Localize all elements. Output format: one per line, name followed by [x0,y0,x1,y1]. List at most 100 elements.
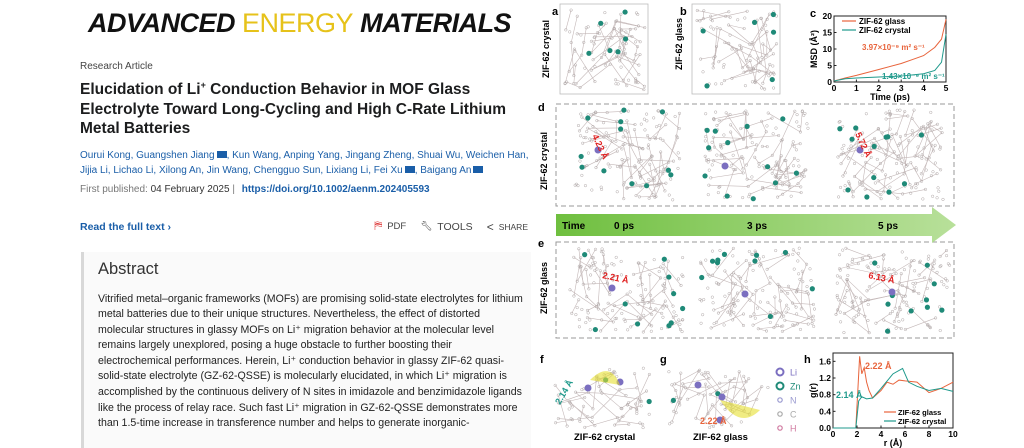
y-axis-label: g(r) [808,383,818,398]
author-link[interactable]: Kun Wang [232,149,279,161]
panel-label-g: g [660,354,667,366]
x-axis-label: r (Å) [884,438,903,448]
rdf-chart: 0 2 4 6 8 10 0.0 0.4 0.8 1.2 1.6 r (Å) g(r) ZIF-62 gl… [808,352,958,448]
molecular-structure [698,246,817,333]
li-atom [608,284,616,292]
annotation: 1.43×10⁻⁹ m² s⁻¹ [882,72,945,81]
x-tick-label: 0 [831,429,836,439]
author-link[interactable]: Jijia Li [80,164,108,176]
author-link[interactable]: Xilong An [158,164,202,176]
author-link[interactable]: Anping Yang [283,149,340,161]
atom-legend-label: C [790,410,797,420]
panel-b-cell [691,3,781,95]
molecular-structure [553,366,652,430]
panel-label-h: h [804,354,811,366]
abstract-heading: Abstract [98,259,159,278]
y-axis-label: MSD (Å²) [809,30,819,68]
atom-legend-marker [777,397,783,403]
action-row: Read the full text › ⛿ PDF 🔧︎ TOOLS < SHARE [80,219,532,235]
time-5ps: 5 ps [878,221,898,232]
y-tick-label: 0.4 [819,406,831,416]
x-tick-label: 6 [903,429,908,439]
author-link[interactable]: Shuai Wu [417,149,461,161]
author-link[interactable]: Fei Xu [373,164,403,176]
pdf-button[interactable]: ⛿ PDF [374,220,407,232]
article-tools: ⛿ PDF 🔧︎ TOOLS < SHARE [374,220,528,234]
molecular-structure [702,109,810,202]
f-distance: 2.14 Å [553,378,575,406]
email-icon[interactable] [404,165,415,173]
email-icon[interactable] [216,150,227,158]
charge-density [590,371,620,385]
time-label: Time [562,221,586,232]
journal-logo[interactable]: ADVANCED ENERGY MATERIALS [88,8,512,38]
x-tick-label: 8 [927,429,932,439]
atom-legend-marker [777,425,783,431]
y-tick-label: 0.0 [819,423,831,433]
share-button[interactable]: < SHARE [486,219,528,234]
doi-link[interactable]: https://doi.org/10.1002/aenm.202405593 [241,183,430,195]
author-link[interactable]: Lichao Li [113,164,154,176]
series-line-glass [833,356,954,429]
molecular-structure [834,246,952,335]
published-date: 04 February 2025 [150,183,230,195]
x-tick-label: 4 [879,429,884,439]
li-atom [694,381,702,389]
li-atom [584,384,592,392]
share-icon: < [486,219,494,234]
tools-button[interactable]: 🔧︎ TOOLS [420,220,473,233]
annotation: 2.22 Å [865,361,892,371]
a-crystal-label: ZIF-62 crystal [541,20,551,78]
email-icon[interactable] [473,165,484,173]
author-link[interactable]: Weichen Han [465,149,526,161]
y-tick-label: 1.2 [819,373,831,383]
e-glass-label: ZIF-62 glass [539,262,549,314]
author-link[interactable]: Lixiang Li [325,164,369,176]
panel-e-box [555,241,955,339]
li-atom [721,162,729,170]
read-full-text-link[interactable]: Read the full text › [80,220,172,233]
li-atom [741,290,749,298]
panel-label-d: d [538,102,545,114]
author-link[interactable]: Guangshen Jiang [136,149,215,161]
x-tick-label: 10 [948,429,958,439]
x-tick-label: 0 [832,83,837,93]
atom-legend-marker [777,411,783,417]
annotation: 3.97×10⁻⁹ m² s⁻¹ [862,43,925,52]
time-arrow [556,207,956,243]
panel-d-box [555,103,955,207]
author-link[interactable]: Chengguo Sun [253,164,321,176]
author-link[interactable]: Jingang Zheng [345,149,412,161]
li-atom [856,146,864,154]
author-link[interactable]: Ourui Kong [80,149,131,161]
f-caption: ZIF-62 crystal [574,432,635,443]
series-line-crystal [833,367,954,429]
author-link[interactable]: Jin Wang [206,164,249,176]
article-type: Research Article [80,61,153,72]
atom-legend-label: Zn [790,382,801,392]
abstract-section: Abstract Vitrified metal–organic framewo… [81,251,531,448]
atom-legend-marker [775,367,785,377]
li-atom [718,393,726,401]
article-title: Elucidation of Li+ Conduction Behavior i… [80,79,506,137]
series-line-crystal [833,34,947,82]
separator: | [232,183,238,195]
chevron-right-icon: › [167,220,172,233]
article-header: Research Article Elucidation of Li+ Cond… [80,60,532,448]
molecular-structure [695,8,779,91]
atom-legend-marker [775,381,785,391]
panel-a-cell [559,3,649,95]
author-link[interactable]: Baigang An [420,164,472,176]
publication-info: First published: 04 February 2025 | http… [80,183,532,197]
charge-density [720,400,760,418]
panel-label-b: b [680,6,687,18]
panel-label-f: f [540,354,544,366]
annotation: 2.14 Å [836,390,863,400]
b-glass-label: ZIF-62 glass [674,18,684,70]
pdf-icon: ⛿ [374,220,383,232]
x-tick-label: 2 [876,83,881,93]
x-axis-label: Time (ps) [870,92,910,102]
legend-label: ZIF-62 glass [859,17,906,26]
molecular-structure [573,107,682,202]
plot-frame [832,352,954,429]
